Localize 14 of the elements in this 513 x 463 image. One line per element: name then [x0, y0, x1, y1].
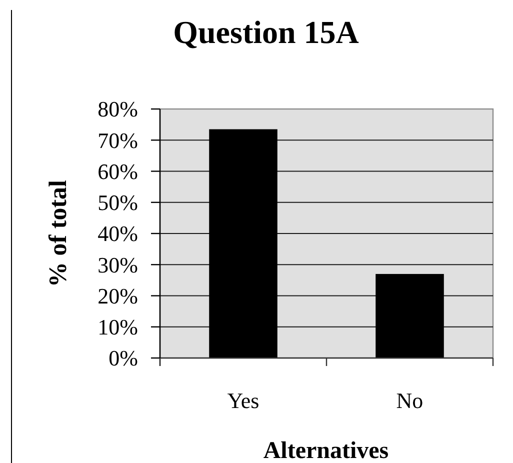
y-tick-label: 0%	[108, 346, 138, 371]
y-tick-label: 10%	[98, 314, 138, 340]
x-axis-title: Alternatives	[263, 438, 389, 463]
x-tick-label: No	[396, 388, 424, 413]
x-tick-label: Yes	[227, 388, 260, 413]
y-tick-label: 40%	[98, 221, 138, 246]
y-tick-label: 20%	[98, 283, 138, 308]
y-tick-label: 50%	[98, 190, 138, 216]
y-tick-label: 60%	[98, 158, 138, 184]
y-tick-label: 70%	[98, 128, 138, 153]
y-tick-label: 30%	[98, 252, 138, 278]
chart-title: Question 15A	[173, 14, 359, 50]
y-tick-label: 80%	[98, 96, 138, 122]
y-axis-title: % of total	[45, 180, 72, 287]
